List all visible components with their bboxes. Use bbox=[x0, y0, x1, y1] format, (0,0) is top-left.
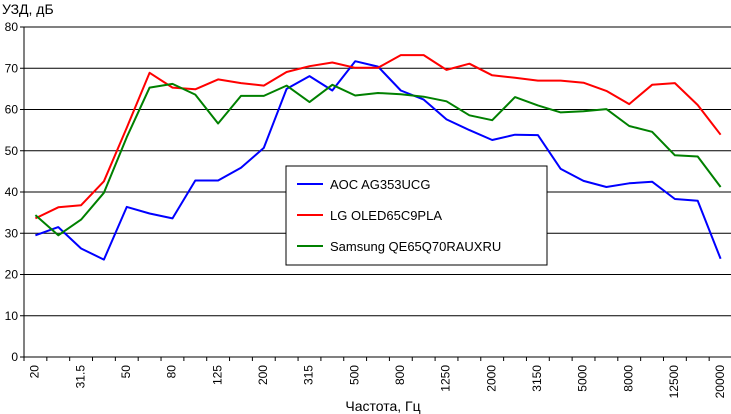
series-lines bbox=[34, 54, 722, 261]
x-tick-label: 1250 bbox=[439, 365, 453, 392]
series-line-0 bbox=[35, 60, 722, 261]
y-tick-label: 10 bbox=[5, 309, 19, 323]
x-tick-label: 20 bbox=[28, 365, 42, 379]
x-tick-label: 125 bbox=[210, 365, 224, 385]
x-tick-label: 12500 bbox=[667, 365, 681, 399]
y-tick-label: 30 bbox=[5, 226, 19, 240]
y-tick-label: 20 bbox=[5, 268, 19, 282]
x-tick-label: 800 bbox=[393, 365, 407, 385]
x-tick-label: 5000 bbox=[576, 365, 590, 392]
x-axis-ticks: 20 31.5 50 80 125 200 315 500 800 1250 2000 3150 500… bbox=[23, 357, 727, 399]
y-tick-label: 0 bbox=[11, 350, 18, 364]
y-tick-label: 60 bbox=[5, 103, 19, 117]
x-tick-label: 200 bbox=[256, 365, 270, 385]
x-tick-label: 3150 bbox=[530, 365, 544, 392]
x-axis-title: Частота, Гц bbox=[345, 398, 420, 414]
x-tick-label: 8000 bbox=[621, 365, 635, 392]
legend-label-2: Samsung QE65Q70RAUXRU bbox=[330, 239, 501, 254]
legend-box bbox=[285, 165, 548, 266]
legend: AOC AG353UCG LG OLED65C9PLA Samsung QE65Q7… bbox=[285, 165, 548, 266]
series-line-1 bbox=[34, 54, 722, 220]
legend-label-1: LG OLED65C9PLA bbox=[330, 208, 442, 223]
y-tick-label: 40 bbox=[5, 185, 19, 199]
y-axis-ticks: 0 10 20 30 40 50 60 70 80 bbox=[5, 20, 24, 364]
x-tick-label: 2000 bbox=[484, 365, 498, 392]
legend-label-0: AOC AG353UCG bbox=[330, 177, 430, 192]
y-tick-label: 80 bbox=[5, 20, 19, 34]
x-tick-label: 20000 bbox=[713, 365, 727, 399]
series-line-2 bbox=[34, 82, 722, 237]
x-tick-label: 80 bbox=[165, 365, 179, 379]
x-tick-label: 500 bbox=[347, 365, 361, 385]
plot-frame bbox=[23, 26, 731, 358]
x-tick-label: 315 bbox=[302, 365, 316, 385]
y-tick-label: 70 bbox=[5, 61, 19, 75]
y-tick-label: 50 bbox=[5, 144, 19, 158]
y-axis-title: УЗД, дБ bbox=[2, 1, 54, 17]
x-tick-label: 31.5 bbox=[73, 365, 87, 389]
x-tick-label: 50 bbox=[119, 365, 133, 379]
